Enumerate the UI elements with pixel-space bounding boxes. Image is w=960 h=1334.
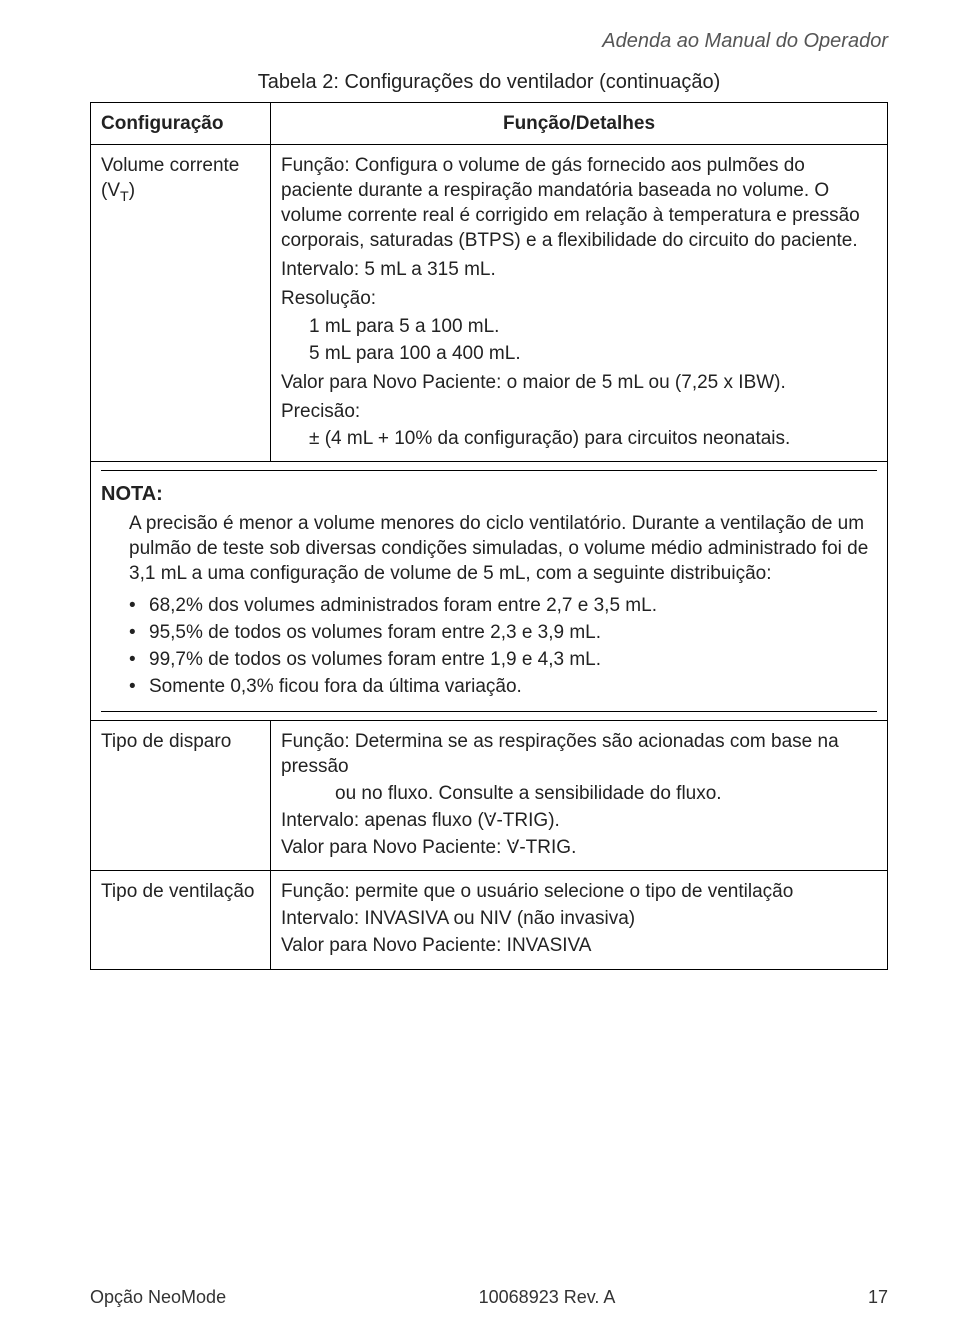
footer-center: 10068923 Rev. A bbox=[479, 1287, 616, 1308]
precisao-line: ± (4 mL + 10% da configuração) para circ… bbox=[281, 426, 877, 451]
config-label: Tipo de disparo bbox=[101, 731, 231, 752]
func-line: Função: Determina se as respirações são … bbox=[281, 729, 877, 779]
list-item: 68,2% dos volumes administrados foram en… bbox=[129, 593, 877, 618]
list-item: 99,7% de todos os volumes foram entre 1,… bbox=[129, 647, 877, 672]
vdot-symbol: V bbox=[484, 810, 497, 831]
table-row-nota: NOTA: A precisão é menor a volume menore… bbox=[91, 461, 888, 720]
nota-rule bbox=[101, 711, 877, 712]
vdot-symbol: V bbox=[507, 837, 520, 858]
novo-pre: Valor para Novo Paciente: bbox=[281, 837, 507, 858]
func-line: Função: permite que o usuário selecione … bbox=[281, 879, 877, 904]
config-symbol-pre: (V bbox=[101, 180, 120, 201]
table-row: Tipo de disparo Função: Determina se as … bbox=[91, 720, 888, 870]
config-symbol-post: ) bbox=[129, 180, 135, 201]
func-paragraph: Função: Configura o volume de gás fornec… bbox=[281, 153, 877, 253]
config-label: Volume corrente bbox=[101, 155, 239, 176]
config-label: Tipo de ventilação bbox=[101, 881, 255, 902]
resolucao-line: 5 mL para 100 a 400 mL. bbox=[281, 341, 877, 366]
footer-left: Opção NeoMode bbox=[90, 1287, 226, 1308]
config-table: Configuração Função/Detalhes Volume corr… bbox=[90, 102, 888, 970]
table-caption: Tabela 2: Configurações do ventilador (c… bbox=[90, 71, 888, 94]
footer-page-number: 17 bbox=[868, 1287, 888, 1308]
intervalo-post: -TRIG). bbox=[496, 810, 559, 831]
running-header: Adenda ao Manual do Operador bbox=[90, 30, 888, 53]
nota-bullets: 68,2% dos volumes administrados foram en… bbox=[129, 593, 877, 699]
list-item: Somente 0,3% ficou fora da última variaç… bbox=[129, 674, 877, 699]
novo-post: -TRIG. bbox=[519, 837, 576, 858]
col-header-function: Função/Detalhes bbox=[271, 103, 888, 145]
precisao-label: Precisão: bbox=[281, 399, 877, 424]
nota-title: NOTA: bbox=[101, 481, 877, 507]
page-footer: Opção NeoMode 10068923 Rev. A 17 bbox=[90, 1287, 888, 1308]
intervalo: Intervalo: 5 mL a 315 mL. bbox=[281, 257, 877, 282]
resolucao-line: 1 mL para 5 a 100 mL. bbox=[281, 314, 877, 339]
novo-paciente: Valor para Novo Paciente: o maior de 5 m… bbox=[281, 370, 877, 395]
resolucao-label: Resolução: bbox=[281, 286, 877, 311]
config-symbol-sub: T bbox=[120, 189, 129, 205]
novo-paciente: Valor para Novo Paciente: INVASIVA bbox=[281, 933, 877, 958]
func-line: ou no fluxo. Consulte a sensibilidade do… bbox=[281, 781, 877, 806]
col-header-config: Configuração bbox=[91, 103, 271, 145]
list-item: 95,5% de todos os volumes foram entre 2,… bbox=[129, 620, 877, 645]
intervalo-pre: Intervalo: apenas fluxo ( bbox=[281, 810, 484, 831]
table-row: Volume corrente (VT) Função: Configura o… bbox=[91, 145, 888, 462]
table-row: Tipo de ventilação Função: permite que o… bbox=[91, 871, 888, 969]
nota-rule bbox=[101, 470, 877, 471]
nota-body-text: A precisão é menor a volume menores do c… bbox=[129, 513, 868, 584]
intervalo: Intervalo: INVASIVA ou NIV (não invasiva… bbox=[281, 906, 877, 931]
